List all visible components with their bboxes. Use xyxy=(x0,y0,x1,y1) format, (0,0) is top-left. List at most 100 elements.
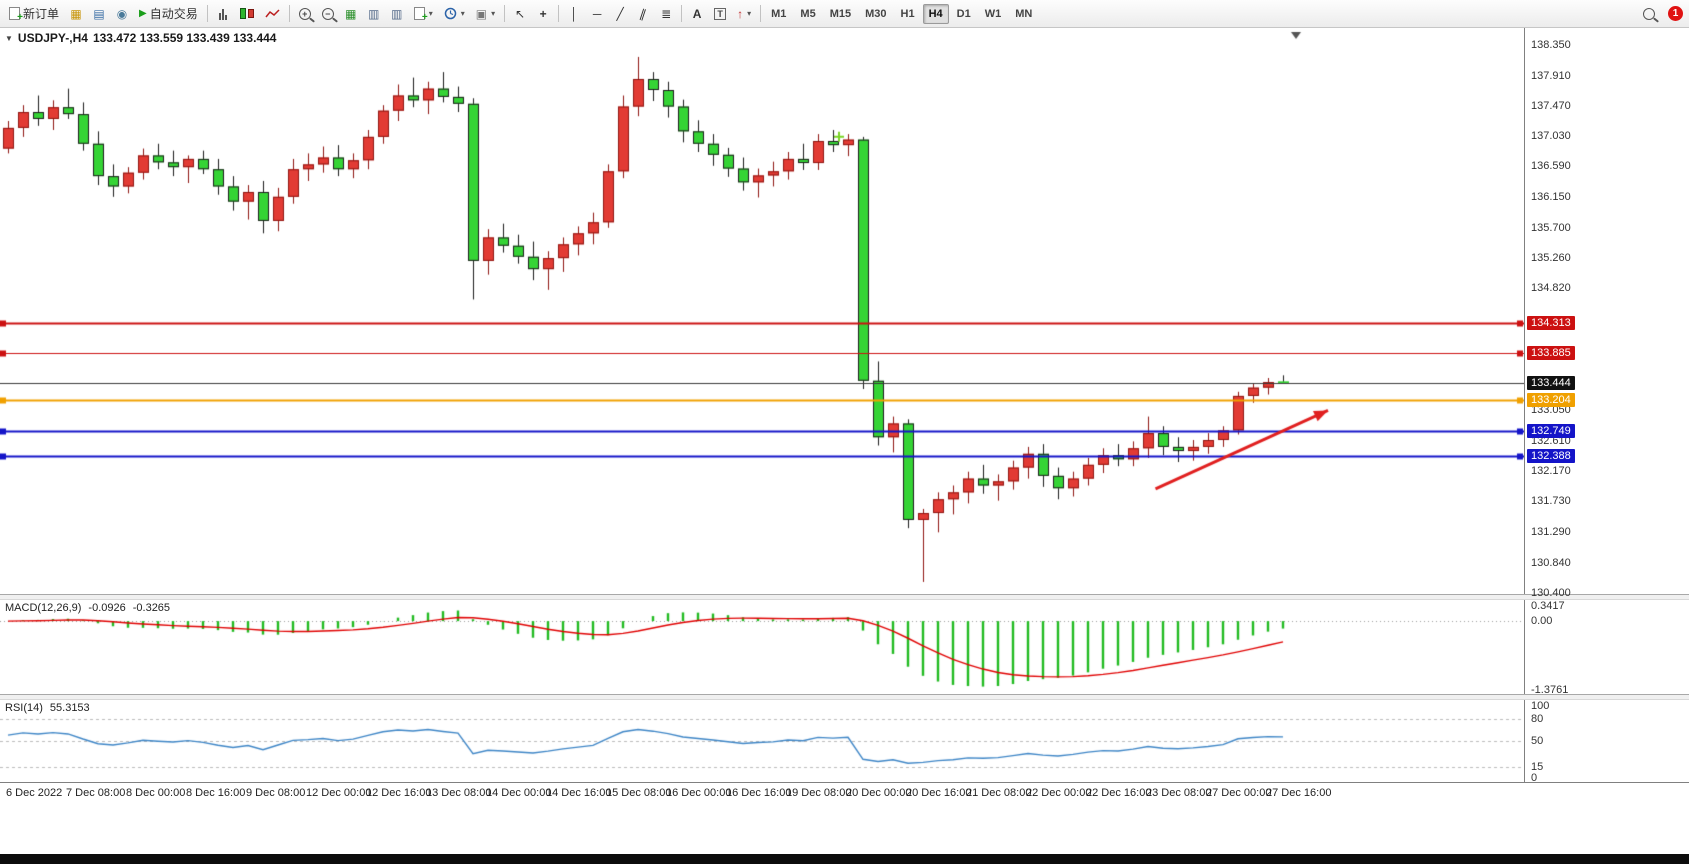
line-chart-icon xyxy=(265,8,280,17)
chart-panel-icon: ▥ xyxy=(368,6,380,21)
price-line-tag[interactable]: 132.749 xyxy=(1527,424,1575,439)
price-tick-label: 137.030 xyxy=(1531,130,1571,143)
search-button[interactable] xyxy=(1638,3,1660,24)
panel-divider[interactable] xyxy=(0,594,1689,600)
zoom-out-button[interactable]: − xyxy=(317,3,339,24)
chart-panel-button-2[interactable]: ▥ xyxy=(386,3,408,24)
timeframe-button-d1[interactable]: D1 xyxy=(951,4,977,24)
timeframe-button-m5[interactable]: M5 xyxy=(794,4,821,24)
timeframe-button-m1[interactable]: M1 xyxy=(765,4,792,24)
price-tick-label: 132.170 xyxy=(1531,465,1571,478)
macd-value-signal: -0.3265 xyxy=(132,602,171,614)
vertical-line-tool-button[interactable]: │ xyxy=(563,3,585,24)
text-label-tool-button[interactable]: T xyxy=(709,3,731,24)
time-axis-label: 15 Dec 08:00 xyxy=(606,787,672,799)
chart-panel-icon: ▥ xyxy=(391,6,403,21)
cursor-icon: ↖ xyxy=(515,6,526,21)
timeframe-button-m30[interactable]: M30 xyxy=(859,4,892,24)
macd-panel-row: MACD(12,26,9) -0.0926 -0.3265 0.3417 0.00… xyxy=(0,600,1689,696)
price-line-tag[interactable]: 133.204 xyxy=(1527,392,1575,407)
toolbar-separator xyxy=(760,5,762,22)
market-watch-button[interactable]: ▦ xyxy=(65,3,87,24)
horizontal-line-icon: ─ xyxy=(592,6,602,21)
price-tick-label: 135.260 xyxy=(1531,252,1571,265)
timeframe-button-m15[interactable]: M15 xyxy=(824,4,857,24)
macd-axis: 0.3417 0.00 -1.3761 xyxy=(1525,600,1689,696)
macd-title: MACD(12,26,9) xyxy=(5,602,82,614)
time-axis-label: 13 Dec 08:00 xyxy=(426,787,492,799)
vertical-line-icon: │ xyxy=(570,6,578,21)
toolbar: + 新订单 ▦ ▤ ◉ ▶ 自动交易 + − xyxy=(0,0,1689,28)
price-line-tag[interactable]: 132.388 xyxy=(1527,448,1575,463)
panel-divider[interactable] xyxy=(0,694,1689,700)
time-axis-label: 16 Dec 16:00 xyxy=(726,787,792,799)
tile-windows-icon: ▦ xyxy=(345,6,357,21)
timeframe-button-h4[interactable]: H4 xyxy=(922,3,949,24)
crosshair-tool-button[interactable]: + xyxy=(532,3,554,24)
rsi-axis: 100 80 50 15 0 xyxy=(1525,700,1689,784)
time-axis[interactable]: 6 Dec 2022 7 Dec 08:00 8 Dec 00:00 8 Dec 16… xyxy=(0,782,1689,805)
candlestick-canvas[interactable] xyxy=(0,28,1524,594)
time-axis-label: 27 Dec 16:00 xyxy=(1266,787,1332,799)
bottom-bar xyxy=(0,854,1689,864)
price-tick-label: 138.350 xyxy=(1531,39,1571,52)
tile-windows-button[interactable]: ▦ xyxy=(340,3,362,24)
template-icon: ▣ xyxy=(475,6,488,21)
minus-glyph: − xyxy=(325,8,331,19)
notification-badge[interactable]: 1 xyxy=(1668,6,1683,21)
price-line-tag[interactable]: 133.885 xyxy=(1527,345,1575,360)
auto-trading-label: 自动交易 xyxy=(149,7,198,21)
rsi-value: 55.3153 xyxy=(49,702,90,714)
line-chart-button[interactable] xyxy=(260,3,285,24)
timeframe-button-h1[interactable]: H1 xyxy=(895,4,921,24)
add-indicator-button[interactable]: + ▾ xyxy=(409,3,438,24)
symbol-dropdown-icon[interactable]: ▼ xyxy=(5,33,13,43)
channel-tool-button[interactable]: ∥ xyxy=(632,3,654,24)
price-line-tag[interactable]: 133.444 xyxy=(1527,376,1575,391)
price-line-tag[interactable]: 134.313 xyxy=(1527,316,1575,331)
bar-chart-button[interactable] xyxy=(212,3,234,24)
crosshair-icon: + xyxy=(539,6,547,21)
timeframe-button-mn[interactable]: MN xyxy=(1009,4,1038,24)
navigator-button[interactable]: ◉ xyxy=(111,3,133,24)
navigator-icon: ◉ xyxy=(116,6,128,21)
fibonacci-tool-button[interactable]: ≣ xyxy=(655,3,677,24)
macd-plot[interactable]: MACD(12,26,9) -0.0926 -0.3265 xyxy=(0,600,1525,694)
auto-trading-button[interactable]: ▶ 自动交易 xyxy=(134,3,203,24)
zoom-in-button[interactable]: + xyxy=(294,3,316,24)
text-tool-button[interactable]: A xyxy=(686,3,708,24)
time-axis-label: 6 Dec 2022 xyxy=(6,787,63,799)
data-window-button[interactable]: ▤ xyxy=(88,3,110,24)
cursor-tool-button[interactable]: ↖ xyxy=(509,3,531,24)
time-axis-label: 12 Dec 00:00 xyxy=(306,787,372,799)
candlestick-chart-button[interactable] xyxy=(235,3,259,24)
macd-canvas[interactable] xyxy=(0,600,1524,694)
symbol-title: USDJPY-,H4 xyxy=(17,31,88,45)
plus-icon: + xyxy=(17,12,23,23)
time-axis-label: 22 Dec 16:00 xyxy=(1086,787,1152,799)
template-button[interactable]: ▣ ▾ xyxy=(471,3,500,24)
time-axis-label: 8 Dec 16:00 xyxy=(186,787,246,799)
plus-icon: + xyxy=(421,12,428,23)
new-order-button[interactable]: + 新订单 xyxy=(4,3,64,24)
toolbar-right-group: 1 xyxy=(1638,3,1685,24)
time-axis-label: 20 Dec 16:00 xyxy=(906,787,972,799)
price-tick-label: 131.290 xyxy=(1531,525,1571,538)
arrow-objects-button[interactable]: ↑ ▾ xyxy=(732,3,756,24)
period-menu-button[interactable]: ▾ xyxy=(439,3,470,24)
main-chart-plot[interactable]: ▼ USDJPY-,H4 133.472 133.559 133.439 133… xyxy=(0,28,1525,594)
rsi-canvas[interactable] xyxy=(0,700,1524,782)
timeframe-button-w1[interactable]: W1 xyxy=(979,4,1008,24)
time-axis-label: 16 Dec 00:00 xyxy=(666,787,732,799)
bar-chart-icon xyxy=(218,8,227,20)
rsi-axis-label: 80 xyxy=(1531,712,1544,725)
text-icon: A xyxy=(692,6,702,21)
chart-panel-button-1[interactable]: ▥ xyxy=(363,3,385,24)
horizontal-line-tool-button[interactable]: ─ xyxy=(586,3,608,24)
channel-icon: ∥ xyxy=(638,5,649,22)
rsi-plot[interactable]: RSI(14) 55.3153 xyxy=(0,700,1525,782)
trendline-tool-button[interactable]: ╱ xyxy=(609,3,631,24)
macd-axis-label: 0.00 xyxy=(1531,615,1553,628)
rsi-axis-label: 15 xyxy=(1531,760,1544,773)
dropdown-caret-icon: ▾ xyxy=(491,9,496,18)
